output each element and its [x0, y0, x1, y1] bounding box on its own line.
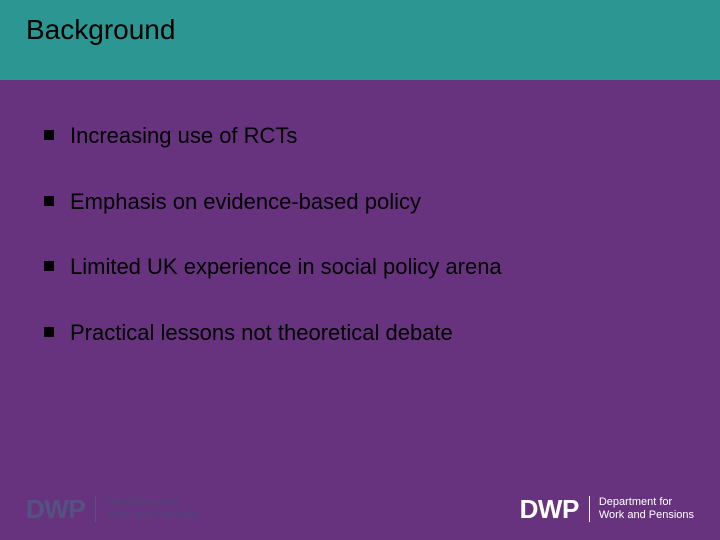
bullet-text: Limited UK experience in social policy a… [70, 253, 502, 281]
square-bullet-icon [44, 196, 54, 206]
slide: Background Increasing use of RCTs Emphas… [0, 0, 720, 540]
title-band: Background [0, 0, 720, 80]
logo-acronym: DWP [26, 496, 85, 522]
logo-line: Work and Pensions [105, 509, 200, 522]
logo-department-text: Department for Work and Pensions [589, 496, 694, 521]
slide-body: Increasing use of RCTs Emphasis on evide… [0, 80, 720, 346]
bullet-text: Increasing use of RCTs [70, 122, 297, 150]
bullet-list: Increasing use of RCTs Emphasis on evide… [44, 122, 680, 346]
logo-acronym: DWP [520, 496, 579, 522]
square-bullet-icon [44, 261, 54, 271]
bullet-text: Practical lessons not theoretical debate [70, 319, 453, 347]
logo-line: Work and Pensions [599, 509, 694, 522]
bullet-text: Emphasis on evidence-based policy [70, 188, 421, 216]
list-item: Increasing use of RCTs [44, 122, 680, 150]
square-bullet-icon [44, 130, 54, 140]
logo-department-text: Department for Work and Pensions [95, 496, 200, 521]
dwp-logo: DWP Department for Work and Pensions [520, 496, 694, 522]
list-item: Limited UK experience in social policy a… [44, 253, 680, 281]
slide-footer: DWP Department for Work and Pensions DWP… [0, 476, 720, 522]
dwp-logo-watermark: DWP Department for Work and Pensions [26, 496, 200, 522]
logo-line: Department for [105, 496, 200, 509]
list-item: Practical lessons not theoretical debate [44, 319, 680, 347]
slide-title: Background [26, 14, 720, 46]
logo-line: Department for [599, 496, 694, 509]
square-bullet-icon [44, 327, 54, 337]
list-item: Emphasis on evidence-based policy [44, 188, 680, 216]
